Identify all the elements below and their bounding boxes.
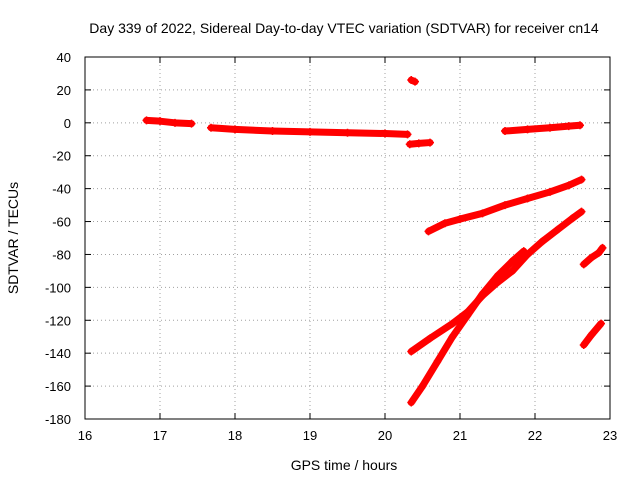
data-point-band <box>344 129 389 138</box>
y-axis-label: SDTVAR / TECUs <box>5 182 21 294</box>
data-point <box>403 130 412 139</box>
chart-title: Day 339 of 2022, Sidereal Day-to-day VTE… <box>89 20 599 36</box>
series-arc-6 <box>424 175 586 236</box>
data-point-band <box>501 195 531 209</box>
data-point <box>598 243 607 252</box>
x-tick-label: 23 <box>603 428 617 443</box>
series-arc-4 <box>407 76 419 86</box>
data-point-band <box>306 128 351 137</box>
data-point-band <box>569 208 585 222</box>
data-point-band <box>479 201 509 217</box>
x-tick-label: 19 <box>303 428 317 443</box>
data-layer <box>142 76 607 407</box>
y-tick-label: -60 <box>52 215 71 230</box>
data-point <box>519 247 528 256</box>
x-tick-label: 20 <box>378 428 392 443</box>
x-tick-label: 22 <box>528 428 542 443</box>
y-tick-label: 0 <box>64 116 71 131</box>
data-point <box>597 319 605 328</box>
data-point-band <box>426 320 456 342</box>
ticks: 16 17 18 19 20 21 22 23 40 20 0 -20 -40 -60 -80 -100 -12… <box>45 50 617 443</box>
data-point <box>577 175 586 184</box>
data-point <box>411 77 419 86</box>
data-point-band <box>524 188 554 203</box>
data-point-band <box>434 333 456 365</box>
x-axis-label: GPS time / hours <box>291 457 398 473</box>
series-arc-8 <box>407 247 528 407</box>
data-point-band <box>587 320 605 339</box>
series-arc-3 <box>405 138 434 149</box>
plot-frame <box>84 56 611 420</box>
data-point-band <box>565 176 585 189</box>
y-tick-label: -80 <box>52 247 71 262</box>
data-point <box>577 207 586 216</box>
y-tick-label: 20 <box>57 83 71 98</box>
data-point <box>187 119 196 128</box>
x-tick-label: 16 <box>78 428 92 443</box>
data-point-band <box>509 250 531 275</box>
y-tick-label: -120 <box>45 313 71 328</box>
data-point-band <box>494 257 516 280</box>
y-tick-label: 40 <box>57 50 71 65</box>
data-point-band <box>407 334 434 356</box>
data-point <box>426 138 434 147</box>
data-point-band <box>449 311 471 341</box>
x-tick-label: 18 <box>228 428 242 443</box>
data-point-band <box>456 209 486 223</box>
series-arc-10 <box>579 319 605 349</box>
series-arc-9 <box>579 243 607 269</box>
y-tick-label: -160 <box>45 379 71 394</box>
data-point-band <box>479 272 501 298</box>
data-point-band <box>419 357 441 390</box>
series-arc-1 <box>142 116 196 128</box>
data-point <box>576 121 584 130</box>
y-tick-label: -180 <box>45 412 71 427</box>
series-arc-2 <box>207 123 412 139</box>
y-tick-label: -20 <box>52 149 71 164</box>
y-tick-label: -100 <box>45 280 71 295</box>
y-tick-label: -140 <box>45 346 71 361</box>
series-arc-5 <box>501 121 584 136</box>
x-tick-label: 21 <box>453 428 467 443</box>
data-point-band <box>269 127 314 136</box>
data-point-band <box>509 247 528 265</box>
data-point-band <box>464 290 486 319</box>
x-tick-label: 17 <box>153 428 167 443</box>
data-point-band <box>231 125 276 135</box>
y-tick-label: -40 <box>52 182 71 197</box>
